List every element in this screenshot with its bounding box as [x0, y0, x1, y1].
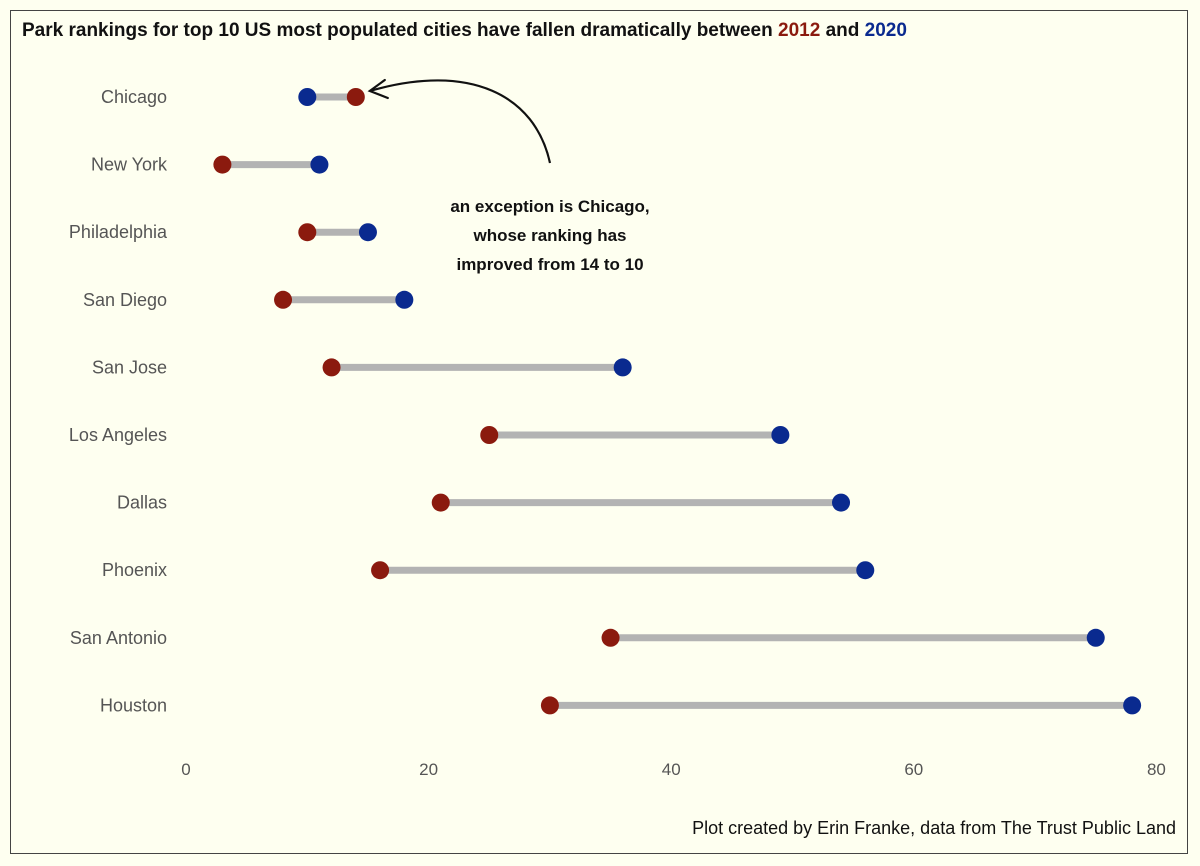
x-tick-label: 0 — [181, 760, 190, 779]
title-joiner: and — [820, 20, 865, 41]
annotation-line: improved from 14 to 10 — [456, 255, 644, 274]
point-2012 — [213, 155, 232, 174]
category-label: Phoenix — [102, 560, 167, 580]
category-labels: Chicago New York Philadelphia San Diego San … — [69, 87, 168, 715]
category-label: Philadelphia — [69, 222, 168, 242]
category-label: San Jose — [92, 357, 167, 377]
point-2020 — [771, 426, 790, 444]
category-label: Houston — [100, 695, 167, 715]
category-label: Chicago — [101, 87, 167, 107]
point-2012 — [322, 358, 341, 377]
point-2020 — [613, 358, 632, 377]
point-2020 — [832, 493, 851, 512]
category-label: San Diego — [83, 290, 167, 310]
x-axis-ticks: 0 20 40 60 80 — [181, 760, 1166, 779]
point-2020 — [298, 88, 317, 106]
annotation-arrow — [367, 78, 552, 164]
annotation: an exception is Chicago, whose ranking h… — [400, 192, 700, 279]
category-label: Dallas — [117, 493, 167, 513]
chart-title: Park rankings for top 10 US most populat… — [22, 20, 907, 42]
x-tick-label: 80 — [1147, 760, 1166, 779]
point-2020 — [1123, 696, 1142, 715]
point-2012 — [346, 88, 365, 106]
point-2012 — [480, 426, 499, 444]
point-2020 — [395, 290, 414, 309]
point-2012 — [601, 628, 620, 647]
point-2012 — [274, 290, 293, 309]
point-2012 — [540, 696, 559, 715]
plot-caption: Plot created by Erin Franke, data from T… — [692, 818, 1176, 838]
title-prefix: Park rankings for top 10 US most populat… — [22, 20, 779, 41]
category-label: San Antonio — [70, 628, 167, 648]
point-2020 — [856, 561, 875, 580]
x-tick-label: 20 — [419, 760, 438, 779]
x-tick-label: 40 — [662, 760, 681, 779]
point-2012 — [298, 223, 317, 242]
point-2012 — [371, 561, 390, 580]
title-year-2020: 2020 — [864, 20, 907, 41]
dumbbell-points — [213, 88, 1142, 715]
annotation-arrow-curve — [369, 79, 552, 164]
category-label: New York — [91, 155, 168, 175]
point-2012 — [431, 493, 450, 512]
point-2020 — [310, 155, 329, 174]
category-label: Los Angeles — [69, 425, 167, 445]
annotation-line: an exception is Chicago, — [450, 197, 650, 216]
annotation-arrow-head — [367, 78, 389, 100]
chart-frame — [10, 10, 1188, 854]
annotation-line: whose ranking has — [473, 226, 627, 245]
dumbbell-segments — [222, 93, 1133, 709]
point-2020 — [358, 223, 377, 242]
title-year-2012: 2012 — [778, 20, 821, 41]
x-tick-label: 60 — [904, 760, 923, 779]
point-2020 — [1086, 628, 1105, 647]
